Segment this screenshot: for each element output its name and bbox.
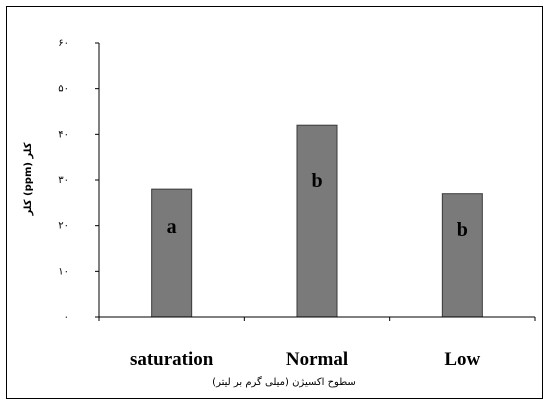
- bars-group: [151, 124, 483, 318]
- figure-frame: ۰ ۱۰ ۲۰ ۳۰ ۴۰ ۵۰ ۶۰ a b b saturation Normal Low کل…: [6, 6, 543, 399]
- bar-saturation: [151, 188, 193, 318]
- y-axis-title: کلر (ppm) کلر: [23, 142, 34, 216]
- y-tick-label: ۳۰: [58, 175, 69, 186]
- y-tick-label: ۵۰: [58, 84, 69, 95]
- category-label-low: Low: [444, 349, 480, 370]
- y-tick-label: ۴۰: [58, 129, 69, 140]
- category-label-saturation: saturation: [130, 349, 214, 370]
- y-tick-label: ۲۰: [58, 221, 69, 232]
- bar-low: [441, 193, 483, 318]
- x-axis-title: سطوح اکسیژن (میلی گرم بر لیتر): [212, 376, 356, 388]
- y-tick-label: ۱۰: [58, 266, 69, 277]
- bar-significance-label: b: [457, 219, 468, 241]
- bar-chart: ۰ ۱۰ ۲۰ ۳۰ ۴۰ ۵۰ ۶۰ a b b saturation Normal Low کل…: [23, 38, 536, 388]
- bar-labels-group: a b b: [167, 170, 468, 241]
- bar-normal: [296, 124, 338, 318]
- x-axis-category-labels: saturation Normal Low: [130, 349, 481, 370]
- category-label-normal: Normal: [286, 349, 348, 370]
- y-tick-label: ۰: [64, 312, 69, 323]
- y-axis-ticks: ۰ ۱۰ ۲۰ ۳۰ ۴۰ ۵۰ ۶۰: [58, 38, 99, 323]
- y-tick-label: ۶۰: [58, 38, 69, 49]
- x-axis-ticks: [98, 317, 536, 321]
- bar-significance-label: a: [167, 216, 177, 238]
- bar-significance-label: b: [311, 170, 322, 192]
